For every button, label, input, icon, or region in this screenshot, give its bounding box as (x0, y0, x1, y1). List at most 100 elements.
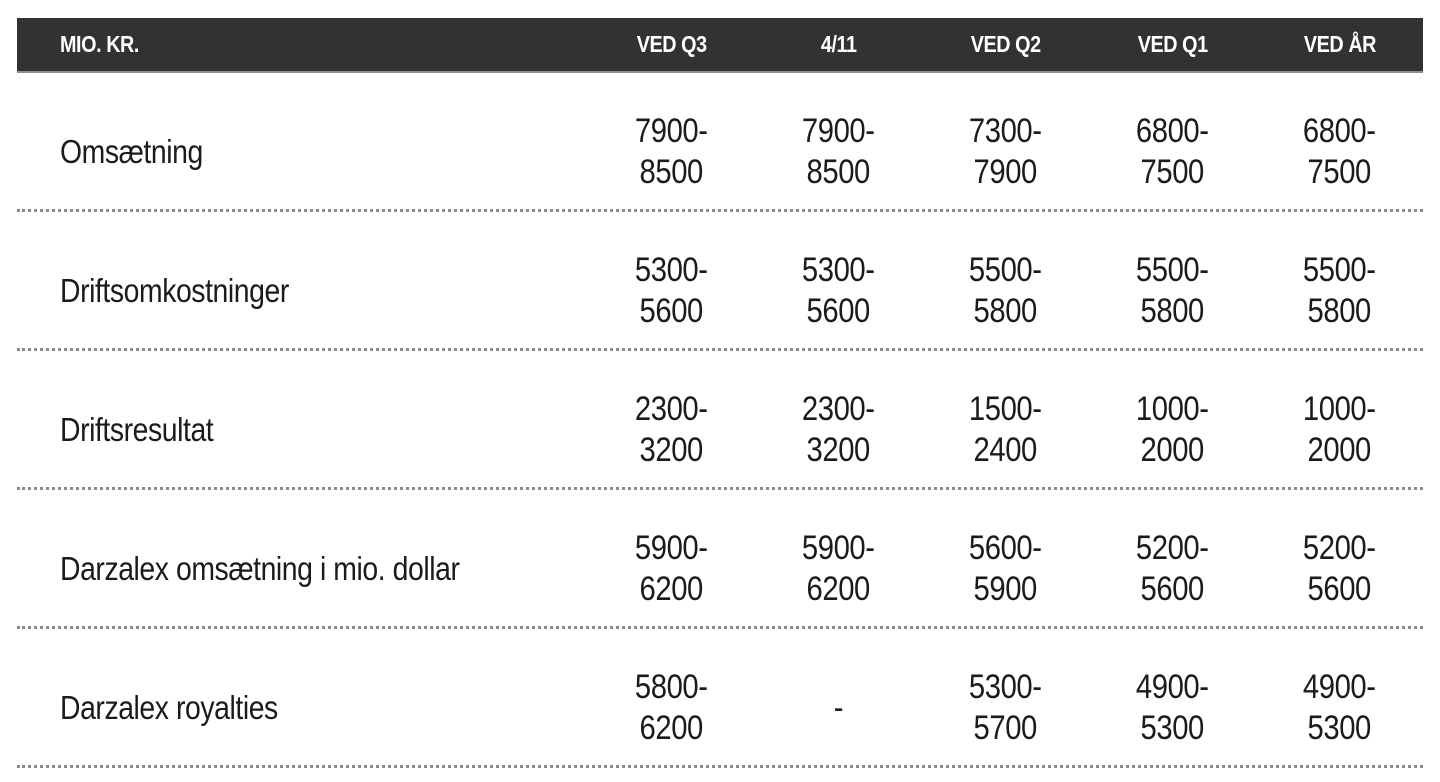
value-line: 5300 (1140, 709, 1205, 747)
value-line: 5700 (973, 709, 1038, 747)
value-cell: 4900- 5300 (1089, 667, 1256, 749)
value-text: 6800- 7500 (1136, 111, 1209, 193)
value-line: 5800 (1140, 292, 1205, 330)
value-text: 1000- 2000 (1136, 389, 1209, 471)
value-text: 1000- 2000 (1303, 389, 1376, 471)
value-cell: 1000- 2000 (1089, 389, 1256, 471)
value-line: 7300- (969, 112, 1042, 150)
column-header-ved-ar-label: VED ÅR (1303, 31, 1376, 57)
row-label: Driftsomkostninger (17, 272, 588, 310)
value-cell: 5300- 5700 (922, 667, 1089, 749)
column-header-ved-q1: VED Q1 (1089, 31, 1256, 58)
value-text: 6800- 7500 (1303, 111, 1376, 193)
value-text: 5600- 5900 (969, 528, 1042, 610)
value-text: 5500- 5800 (1303, 250, 1376, 332)
value-line: 6200 (639, 570, 704, 608)
column-header-mio-kr: MIO. KR. (17, 31, 588, 58)
value-text: 5500- 5800 (969, 250, 1042, 332)
value-cell: 1000- 2000 (1256, 389, 1423, 471)
value-line: 7900- (635, 112, 708, 150)
value-text: 4900- 5300 (1303, 667, 1376, 749)
column-header-mio-kr-label: MIO. KR. (60, 31, 139, 57)
value-cell: 6800- 7500 (1089, 111, 1256, 193)
value-text: 2300- 3200 (802, 389, 875, 471)
value-line: 3200 (806, 431, 871, 469)
value-text: 5200- 5600 (1136, 528, 1209, 610)
value-cell: 7900- 8500 (755, 111, 922, 193)
value-line: 7500 (1140, 153, 1205, 191)
value-line: 5800- (635, 668, 708, 706)
value-line: 2000 (1307, 431, 1372, 469)
value-line: 8500 (806, 153, 871, 191)
row-label-text: Darzalex omsætning i mio. dollar (60, 550, 460, 587)
value-line: 5500- (1136, 251, 1209, 289)
row-label: Darzalex royalties (17, 689, 588, 727)
value-text: 5300- 5600 (635, 250, 708, 332)
value-line: 3200 (639, 431, 704, 469)
value-cell: 2300- 3200 (588, 389, 755, 471)
column-header-ved-q2: VED Q2 (922, 31, 1089, 58)
value-cell: 7900- 8500 (588, 111, 755, 193)
column-header-ved-q2-label: VED Q2 (970, 31, 1041, 57)
value-line: 7900 (973, 153, 1038, 191)
value-cell: 6800- 7500 (1256, 111, 1423, 193)
value-text: 7900- 8500 (635, 111, 708, 193)
value-cell: 7300- 7900 (922, 111, 1089, 193)
value-line: 6800- (1136, 112, 1209, 150)
table-row: Omsætning 7900- 8500 7900- 8500 7300- 7900 6800… (17, 73, 1423, 212)
value-cell: 2300- 3200 (755, 389, 922, 471)
value-text: 5800- 6200 (635, 667, 708, 749)
value-cell: 5200- 5600 (1256, 528, 1423, 610)
value-line: 5500- (1303, 251, 1376, 289)
row-label: Omsætning (17, 133, 588, 171)
column-header-ved-ar: VED ÅR (1256, 31, 1423, 58)
column-header-ved-q1-label: VED Q1 (1137, 31, 1208, 57)
value-line: 8500 (639, 153, 704, 191)
value-text: 5900- 6200 (802, 528, 875, 610)
column-header-4-11-label: 4/11 (820, 31, 857, 57)
value-line: 5600 (1140, 570, 1205, 608)
value-line: 7500 (1307, 153, 1372, 191)
value-line: 6200 (639, 709, 704, 747)
row-label-text: Darzalex royalties (60, 689, 278, 726)
value-line: 6200 (806, 570, 871, 608)
value-cell: 5500- 5800 (922, 250, 1089, 332)
value-cell: 5200- 5600 (1089, 528, 1256, 610)
column-header-4-11: 4/11 (755, 31, 922, 58)
value-line: 4900- (1303, 668, 1376, 706)
value-text: 5200- 5600 (1303, 528, 1376, 610)
value-line: - (833, 688, 844, 727)
value-cell: 5600- 5900 (922, 528, 1089, 610)
value-cell: 5300- 5600 (755, 250, 922, 332)
value-cell: 5800- 6200 (588, 667, 755, 749)
table-row: Driftsomkostninger 5300- 5600 5300- 5600 5500… (17, 212, 1423, 351)
value-cell: 5500- 5800 (1089, 250, 1256, 332)
value-line: 2000 (1140, 431, 1205, 469)
value-cell: - (755, 688, 922, 729)
value-line: 5800 (1307, 292, 1372, 330)
value-line: 1000- (1303, 390, 1376, 428)
value-cell: 1500- 2400 (922, 389, 1089, 471)
value-text: 2300- 3200 (635, 389, 708, 471)
value-line: 5300 (1307, 709, 1372, 747)
value-line: 5600 (806, 292, 871, 330)
value-line: 4900- (1136, 668, 1209, 706)
value-cell: 5300- 5600 (588, 250, 755, 332)
table-row: Darzalex royalties 5800- 6200 - 5300- 5700 490… (17, 629, 1423, 768)
value-text: 5300- 5600 (802, 250, 875, 332)
value-text: 7900- 8500 (802, 111, 875, 193)
value-line: 5800 (973, 292, 1038, 330)
table-header-row: MIO. KR. VED Q3 4/11 VED Q2 VED Q1 VED Å… (17, 18, 1423, 73)
row-label-text: Omsætning (60, 133, 203, 170)
value-line: 5300- (969, 668, 1042, 706)
value-line: 5900- (802, 529, 875, 567)
value-text: - (833, 688, 844, 729)
value-line: 5600 (1307, 570, 1372, 608)
value-line: 5200- (1303, 529, 1376, 567)
value-line: 5300- (635, 251, 708, 289)
value-line: 2300- (635, 390, 708, 428)
value-line: 7900- (802, 112, 875, 150)
value-line: 5900 (973, 570, 1038, 608)
value-line: 5600 (639, 292, 704, 330)
